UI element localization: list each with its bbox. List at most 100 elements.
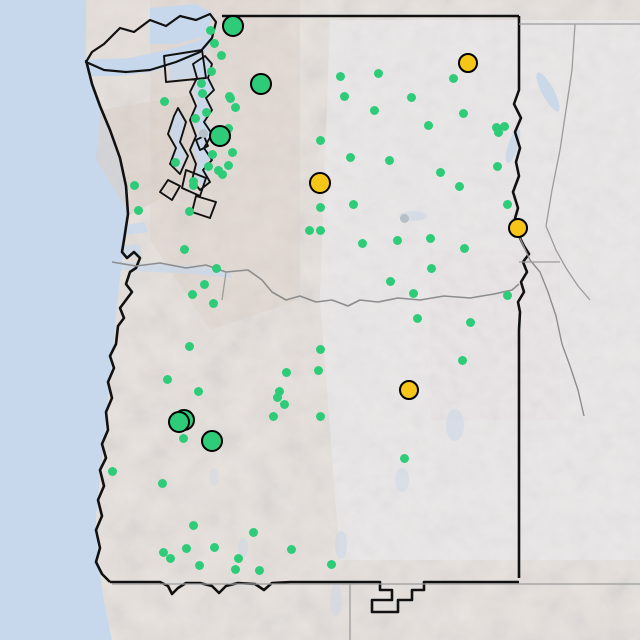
station-marker-large[interactable]	[168, 411, 190, 433]
station-marker-small[interactable]	[198, 128, 208, 138]
station-marker-small[interactable]	[435, 167, 445, 177]
station-marker-small[interactable]	[315, 135, 325, 145]
station-marker-large[interactable]	[508, 218, 528, 238]
station-marker-large[interactable]	[201, 430, 223, 452]
station-marker-small[interactable]	[230, 564, 240, 574]
station-marker-small[interactable]	[207, 149, 217, 159]
station-marker-small[interactable]	[457, 355, 467, 365]
station-marker-small[interactable]	[254, 565, 264, 575]
station-marker-small[interactable]	[502, 199, 512, 209]
station-marker-small[interactable]	[223, 160, 233, 170]
station-marker-small[interactable]	[454, 181, 464, 191]
station-marker-small[interactable]	[170, 157, 180, 167]
station-marker-small[interactable]	[458, 108, 468, 118]
station-marker-small[interactable]	[335, 71, 345, 81]
station-marker-small[interactable]	[493, 127, 503, 137]
station-marker-small[interactable]	[423, 120, 433, 130]
station-marker-small[interactable]	[224, 91, 234, 101]
station-marker-small[interactable]	[281, 367, 291, 377]
station-marker-small[interactable]	[188, 520, 198, 530]
station-marker-small[interactable]	[499, 121, 509, 131]
station-marker-small[interactable]	[211, 263, 221, 273]
station-marker-small[interactable]	[399, 213, 409, 223]
station-marker-small[interactable]	[158, 547, 168, 557]
station-marker-small[interactable]	[187, 289, 197, 299]
station-marker-small[interactable]	[178, 433, 188, 443]
station-marker-small[interactable]	[194, 560, 204, 570]
station-marker-small[interactable]	[209, 542, 219, 552]
station-marker-small[interactable]	[406, 92, 416, 102]
station-marker-large[interactable]	[399, 380, 419, 400]
station-marker-large[interactable]	[458, 53, 478, 73]
station-marker-small[interactable]	[412, 313, 422, 323]
station-marker-small[interactable]	[162, 374, 172, 384]
station-marker-small[interactable]	[181, 543, 191, 553]
station-marker-small[interactable]	[190, 113, 200, 123]
station-marker-small[interactable]	[248, 527, 258, 537]
station-marker-small[interactable]	[188, 176, 198, 186]
station-marker-small[interactable]	[339, 91, 349, 101]
station-marker-small[interactable]	[326, 559, 336, 569]
station-marker-small[interactable]	[206, 66, 216, 76]
station-marker-small[interactable]	[133, 205, 143, 215]
station-marker-small[interactable]	[230, 102, 240, 112]
station-marker-small[interactable]	[203, 161, 213, 171]
station-marker-small[interactable]	[392, 235, 402, 245]
station-marker-small[interactable]	[213, 165, 223, 175]
station-marker-small[interactable]	[313, 365, 323, 375]
station-marker-small[interactable]	[426, 263, 436, 273]
station-marker-large[interactable]	[222, 15, 244, 37]
station-marker-small[interactable]	[165, 553, 175, 563]
station-marker-small[interactable]	[369, 105, 379, 115]
station-marker-small[interactable]	[179, 244, 189, 254]
station-marker-small[interactable]	[272, 392, 282, 402]
station-marker-small[interactable]	[357, 238, 367, 248]
station-marker-small[interactable]	[193, 386, 203, 396]
station-marker-small[interactable]	[465, 317, 475, 327]
station-marker-small[interactable]	[385, 276, 395, 286]
station-marker-small[interactable]	[129, 180, 139, 190]
station-marker-small[interactable]	[227, 147, 237, 157]
station-marker-small[interactable]	[157, 478, 167, 488]
station-marker-small[interactable]	[205, 25, 215, 35]
station-marker-small[interactable]	[384, 155, 394, 165]
station-marker-small[interactable]	[304, 225, 314, 235]
station-marker-small[interactable]	[286, 544, 296, 554]
station-marker-small[interactable]	[399, 453, 409, 463]
station-marker-small[interactable]	[425, 233, 435, 243]
station-marker-small[interactable]	[408, 288, 418, 298]
station-marker-small[interactable]	[209, 38, 219, 48]
station-marker-small[interactable]	[184, 206, 194, 216]
station-marker-small[interactable]	[208, 298, 218, 308]
station-marker-small[interactable]	[201, 107, 211, 117]
station-marker-small[interactable]	[459, 243, 469, 253]
station-marker-small[interactable]	[199, 279, 209, 289]
station-marker-small[interactable]	[279, 399, 289, 409]
station-marker-small[interactable]	[197, 88, 207, 98]
snake-river-border	[516, 235, 531, 578]
station-marker-small[interactable]	[159, 96, 169, 106]
station-marker-large[interactable]	[209, 125, 231, 147]
station-marker-small[interactable]	[373, 68, 383, 78]
station-marker-small[interactable]	[268, 411, 278, 421]
station-marker-small[interactable]	[315, 344, 325, 354]
station-marker-small[interactable]	[107, 466, 117, 476]
station-marker-small[interactable]	[315, 411, 325, 421]
station-marker-small[interactable]	[502, 290, 512, 300]
station-marker-small[interactable]	[345, 152, 355, 162]
station-marker-small[interactable]	[217, 169, 227, 179]
station-marker-small[interactable]	[216, 50, 226, 60]
station-marker-small[interactable]	[274, 386, 284, 396]
station-marker-small[interactable]	[233, 553, 243, 563]
station-marker-small[interactable]	[448, 73, 458, 83]
station-marker-large[interactable]	[250, 73, 272, 95]
station-marker-large[interactable]	[309, 172, 331, 194]
station-marker-small[interactable]	[491, 122, 501, 132]
station-marker-small[interactable]	[184, 341, 194, 351]
station-marker-small[interactable]	[315, 225, 325, 235]
station-marker-small[interactable]	[492, 161, 502, 171]
station-marker-small[interactable]	[315, 202, 325, 212]
station-marker-small[interactable]	[196, 78, 206, 88]
station-marker-small[interactable]	[348, 199, 358, 209]
